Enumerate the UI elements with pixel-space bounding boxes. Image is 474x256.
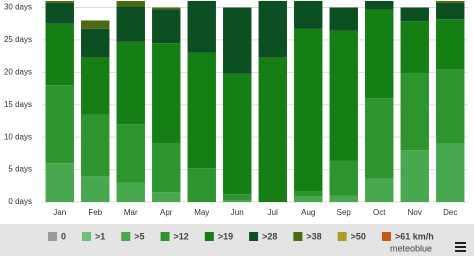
bar-segment [223, 7, 252, 74]
bar-segment [294, 196, 323, 202]
bar-segment [45, 163, 74, 202]
bar-segment [116, 182, 145, 202]
y-tick-label: 30 days [4, 3, 32, 12]
y-tick-label: 5 days [8, 165, 32, 174]
legend-label: >38 [306, 231, 321, 241]
legend-swatch [160, 232, 170, 241]
bar-segment [152, 192, 181, 202]
bar-segment [187, 1, 216, 53]
bar-segment [81, 20, 110, 29]
bar-segment [329, 160, 358, 196]
x-tick-label: Sep [337, 208, 352, 217]
legend-label: >50 [351, 231, 366, 241]
x-tick-label: Mar [124, 208, 138, 217]
bar-segment [152, 7, 181, 10]
legend-swatch [381, 232, 391, 241]
menu-bar [455, 246, 466, 248]
bar-segment [294, 190, 323, 197]
bar-segment [365, 1, 394, 10]
bar-segment [45, 85, 74, 164]
bar-segment [116, 124, 145, 183]
bar-segment [223, 200, 252, 202]
y-tick-label: 25 days [4, 35, 32, 44]
bar-segment [116, 1, 145, 7]
y-tick-label: 20 days [4, 67, 32, 76]
bar-segment [436, 2, 465, 20]
legend-label: >61 km/h [395, 231, 434, 241]
y-tick-label: 0 days [8, 197, 32, 206]
x-tick-label: Nov [408, 208, 422, 217]
bar-segment [436, 69, 465, 144]
x-tick-label: Feb [88, 208, 102, 217]
bar-segment [223, 73, 252, 195]
x-tick-label: Jun [231, 208, 244, 217]
legend-label: >1 [95, 231, 105, 241]
bar-segment [116, 6, 145, 42]
bar-segment [294, 28, 323, 191]
legend-swatch [48, 232, 57, 241]
bar-segment [365, 9, 394, 99]
menu-icon[interactable] [455, 242, 466, 252]
bar-segment [45, 2, 74, 24]
bar-segment [400, 21, 429, 73]
bar-segment [436, 143, 465, 202]
legend-label: >5 [134, 231, 144, 241]
legend-label: >19 [218, 231, 233, 241]
x-tick-label: Jul [268, 208, 278, 217]
bar-segment [152, 43, 181, 144]
legend-swatch [121, 232, 131, 241]
y-tick-label: 15 days [4, 100, 32, 109]
legend-band [0, 224, 474, 256]
menu-bar [455, 250, 466, 252]
credit: meteoblue [390, 243, 432, 253]
bar-segment [436, 19, 465, 70]
bar-segment [223, 194, 252, 201]
x-tick-label: Oct [373, 208, 386, 217]
bar-segment [45, 1, 74, 3]
bar-segment [81, 114, 110, 177]
legend-swatch [337, 232, 347, 241]
bar-segment [81, 28, 110, 58]
legend-swatch [204, 232, 214, 241]
legend-swatch [249, 232, 259, 241]
x-tick-label: Apr [160, 208, 173, 217]
bar-segment [365, 98, 394, 179]
x-tick-label: May [194, 208, 209, 217]
x-tick-label: Jan [53, 208, 66, 217]
bar-segment [400, 72, 429, 151]
bar-segment [400, 150, 429, 202]
legend-swatch [293, 232, 303, 241]
bar-segment [81, 176, 110, 202]
x-tick-label: Dec [443, 208, 457, 217]
bar-segment [116, 41, 145, 125]
bar-segment [365, 178, 394, 202]
menu-bar [455, 242, 466, 244]
bar-segment [45, 23, 74, 86]
bar-segment [152, 9, 181, 44]
bar-segment [436, 1, 465, 3]
bar-segment [187, 52, 216, 169]
legend-label: >12 [174, 231, 189, 241]
legend-label: 0 [61, 231, 66, 241]
legend-label: >28 [262, 231, 277, 241]
bar-segment [294, 1, 323, 29]
bar-segment [329, 195, 358, 202]
y-tick-label: 10 days [4, 132, 32, 141]
bar-segment [400, 7, 429, 22]
bar-segment [187, 168, 216, 202]
bar-segment [329, 7, 358, 31]
bar-segment [258, 57, 287, 203]
bar-segment [152, 143, 181, 193]
bar-segment [258, 1, 287, 58]
bar-segment [329, 30, 358, 161]
legend-swatch [82, 232, 92, 241]
x-tick-label: Aug [301, 208, 315, 217]
bar-segment [81, 57, 110, 115]
